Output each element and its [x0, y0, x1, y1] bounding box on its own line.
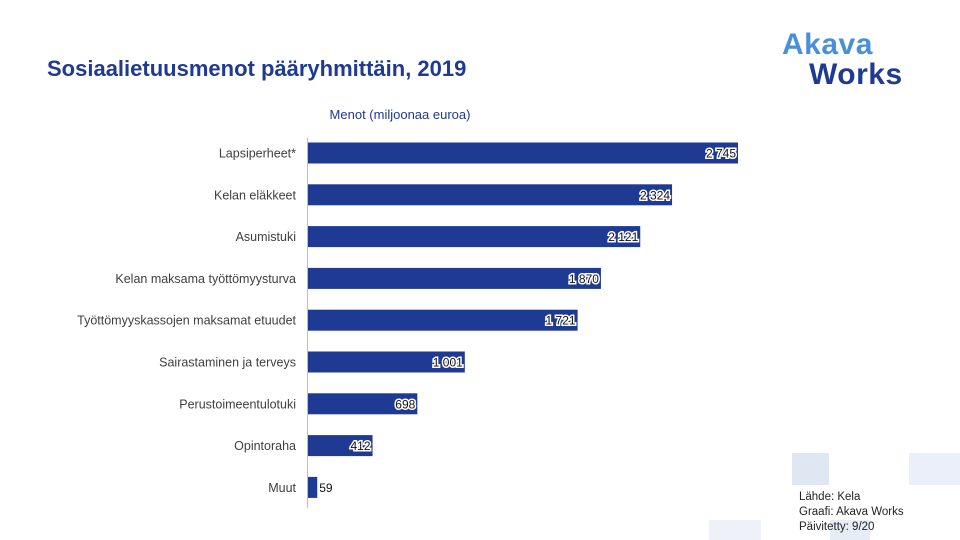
logo-line1: Akava [782, 28, 873, 61]
bar [308, 142, 738, 164]
bar [308, 393, 418, 415]
value-label: 1 721 [546, 314, 576, 328]
bar [308, 435, 373, 457]
bar [308, 184, 673, 206]
decor-square [909, 453, 960, 485]
value-label: 412 [351, 439, 371, 453]
category-label: Perustoimeentulotuki [179, 397, 296, 411]
value-label: 2 121 [608, 230, 638, 244]
category-label: Asumistuki [236, 230, 296, 244]
source-note: Lähde: Kela Graafi: Akava Works Päivitet… [799, 490, 904, 535]
value-label: 698 [395, 397, 415, 411]
category-label: Opintoraha [234, 439, 296, 453]
category-label: Lapsiperheet* [219, 147, 296, 161]
decor-square [792, 453, 829, 485]
chart-title: Menot (miljoonaa euroa) [330, 107, 471, 122]
akava-works-logo: Akava Works [782, 30, 922, 94]
category-label: Työttömyyskassojen maksamat etuudet [77, 314, 296, 328]
updated-label: Päivitetty: 9/20 [799, 521, 875, 533]
value-label: 1 001 [433, 356, 463, 370]
category-label: Muut [268, 481, 296, 495]
decor-square [709, 520, 761, 540]
decor-square [830, 520, 870, 540]
value-label: 2 745 [706, 147, 736, 161]
bar [308, 267, 601, 289]
value-label: 2 324 [640, 188, 670, 202]
bar [308, 476, 318, 498]
bar [308, 309, 578, 331]
bar [308, 226, 641, 248]
value-label: 59 [319, 481, 333, 495]
category-label: Kelan eläkkeet [214, 188, 297, 202]
category-label: Sairastaminen ja terveys [159, 356, 296, 370]
value-label: 1 870 [569, 272, 599, 286]
category-label: Kelan maksama työttömyysturva [115, 272, 296, 286]
page-title: Sosiaalietuusmenot pääryhmittäin, 2019 [47, 56, 467, 81]
logo-line2: Works [809, 58, 903, 91]
graphic-credit: Graafi: Akava Works [799, 506, 904, 518]
bar [308, 351, 465, 373]
source-label: Lähde: Kela [799, 491, 861, 503]
